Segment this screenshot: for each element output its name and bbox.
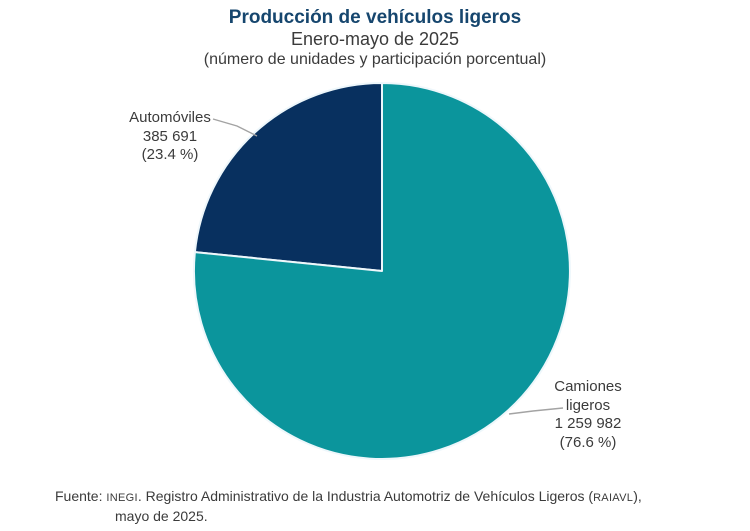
chart-subtitle: Enero-mayo de 2025 — [290, 29, 460, 49]
pie-slice-automoviles — [193, 82, 383, 272]
slice-label-automoviles-pct: (23.4 %) — [141, 146, 199, 163]
chart-title: Producción de vehículos ligeros — [228, 7, 522, 28]
leader-line-camiones-ligeros — [508, 407, 564, 415]
source-line-1: Fuente: INEGI. Registro Administrativo d… — [55, 487, 735, 507]
slice-label-automoviles-name: Automóviles — [129, 109, 211, 126]
chart-note: (número de unidades y participación porc… — [203, 51, 547, 68]
source-prefix: Fuente: — [55, 488, 107, 504]
slice-label-automoviles-value: 385 691 — [142, 127, 198, 145]
source-acronym: RAIAVL — [593, 492, 634, 504]
pie-slices-group — [192, 82, 571, 460]
slice-label-camiones-pct: (76.6 %) — [559, 433, 617, 451]
leader-line-automoviles — [212, 118, 258, 137]
source-line-2: mayo de 2025. — [115, 508, 208, 524]
chart-header: Producción de vehículos ligeros Enero-ma… — [0, 6, 750, 69]
slice-label-camiones-value: 1 259 982 — [554, 415, 622, 432]
source-text: . Registro Administrativo de la Industri… — [137, 488, 594, 504]
source-org: INEGI — [106, 492, 138, 504]
pie-slice-camiones-ligeros — [192, 82, 571, 460]
source-note: Fuente: INEGI. Registro Administrativo d… — [55, 487, 735, 525]
source-text-end: ), — [633, 488, 642, 504]
slice-label-camiones-ligeros: Camiones ligeros 1 259 982 (76.6 %) — [546, 378, 630, 452]
slice-label-camiones-name: Camiones ligeros — [554, 378, 622, 414]
slice-label-automoviles: Automóviles 385 691 (23.4 %) — [105, 109, 235, 165]
